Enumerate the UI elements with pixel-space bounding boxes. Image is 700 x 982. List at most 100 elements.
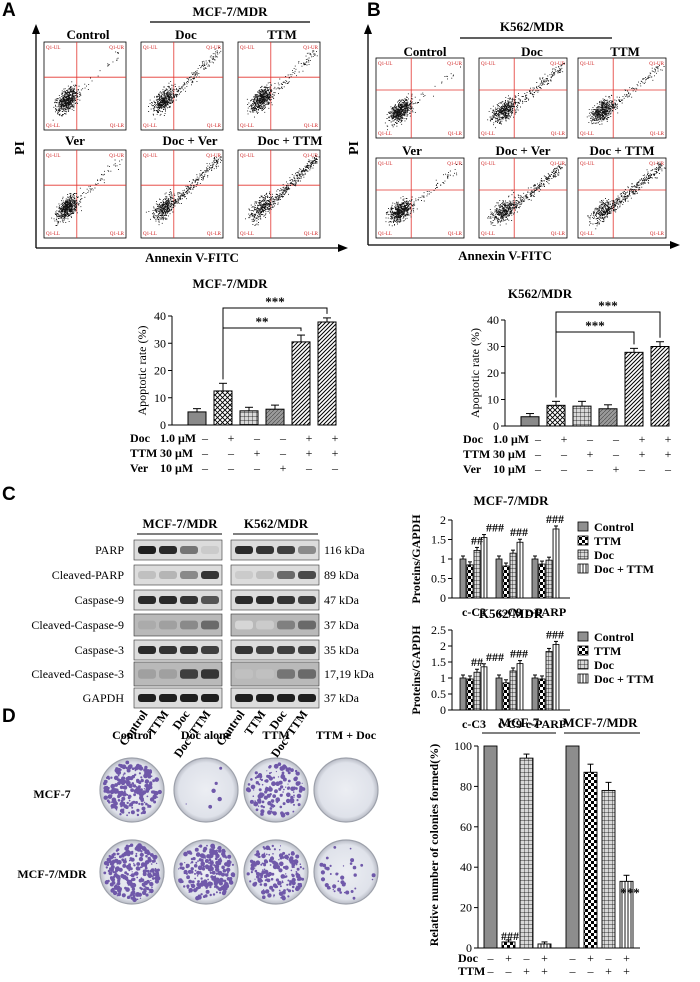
- protein-label: Cleaved-PARP: [52, 568, 125, 582]
- y-tick-label: 60: [460, 820, 472, 834]
- bar: [483, 745, 498, 949]
- blot-band: [180, 546, 198, 554]
- treatment-mark: +: [306, 446, 313, 460]
- blot-band: [159, 646, 177, 654]
- bar: [239, 410, 259, 426]
- scatter-plot: Q1-UL Q1-UR Q1-LL Q1-LR: [478, 157, 568, 239]
- blot-strip: [230, 687, 320, 709]
- blot-band: [277, 669, 295, 679]
- treatment-mark: +: [639, 432, 646, 446]
- legend-label: Doc: [594, 658, 615, 672]
- bar: [552, 528, 560, 599]
- significance-bracket: [222, 307, 328, 380]
- protein-label: PARP: [95, 543, 124, 557]
- y-tick-label: 40: [154, 309, 166, 323]
- flow-x-label: Annexin V-FITC: [145, 250, 239, 265]
- blot-band: [277, 646, 295, 654]
- plot-frame: [577, 57, 667, 139]
- treatment-mark: –: [227, 446, 235, 460]
- flow-cond-doc-ver: Doc + Ver: [495, 143, 550, 158]
- treatment-name: TTM: [458, 964, 485, 977]
- petri-dish: [173, 757, 239, 823]
- row-label: MCF-7: [33, 787, 70, 801]
- y-tick-label: 10: [154, 391, 166, 405]
- significance-bracket: [555, 331, 635, 398]
- protein-label: GAPDH: [83, 691, 125, 705]
- y-axis-label: Apoptotic rate (%): [468, 328, 482, 418]
- treatment-mark: +: [665, 432, 672, 446]
- treatment-conc: 10 μM: [160, 461, 193, 475]
- bar: [538, 678, 546, 711]
- blot-band: [235, 596, 253, 604]
- cell-events: [52, 51, 119, 121]
- petri-dish: [313, 757, 379, 823]
- quadrant-label: Q1-UR: [550, 62, 565, 67]
- colony-dishes: Control Doc alone TTM TTM + Doc MCF-7 MCF-7/M…: [17, 728, 379, 905]
- blot-band: [277, 596, 295, 604]
- colony-chart: 0 20 40 60 80 100 Relative number of colonies …: [427, 715, 640, 978]
- flow-cond-doc-ttm: Doc + TTM: [590, 143, 655, 158]
- y-tick-label: 2.5: [431, 623, 446, 637]
- treatment-mark: –: [201, 431, 209, 445]
- flow-cond-doc: Doc: [521, 44, 543, 59]
- treatment-name: Doc: [463, 432, 484, 446]
- blot-band: [235, 669, 253, 679]
- category-label: c-C9: [498, 605, 522, 619]
- cell-events: [148, 47, 222, 120]
- colonies: [103, 760, 162, 817]
- significance-label: ***: [598, 298, 618, 313]
- kda-label: 47 kDa: [324, 593, 360, 607]
- blot-band: [138, 546, 156, 554]
- category-label: c-C3: [462, 605, 486, 619]
- quadrant-label: Q1-UL: [378, 62, 392, 67]
- blot-band: [180, 669, 198, 679]
- kda-label: 37 kDa: [324, 691, 360, 705]
- panel-letter-c: C: [2, 484, 16, 505]
- treatment-mark: –: [534, 447, 542, 461]
- cell-events: [385, 163, 463, 227]
- protein-chart-mcf7: MCF-7/MDR 0 0.5 1 1.5 2 Proteins/GAPDH c-C3 c-C9…: [409, 493, 654, 619]
- quadrant-label: Q1-LR: [551, 132, 566, 137]
- scatter-plot: Q1-UL Q1-UR Q1-LL Q1-LR: [375, 57, 465, 139]
- significance-label: ###: [510, 647, 528, 661]
- y-tick-label: 80: [460, 779, 472, 793]
- flow-cond-ver: Ver: [65, 133, 85, 148]
- kda-label: 37 kDa: [324, 618, 360, 632]
- legend-swatch: [577, 659, 589, 670]
- colonies: [319, 846, 376, 900]
- plot-frame: [577, 157, 667, 239]
- quadrant-label: Q1-UR: [206, 46, 221, 51]
- treatment-mark: –: [534, 462, 542, 476]
- y-tick-label: 0: [493, 419, 499, 433]
- treatment-mark: –: [560, 447, 568, 461]
- treatment-mark: +: [523, 964, 530, 977]
- treatment-mark: –: [612, 447, 620, 461]
- significance-label: ###: [501, 929, 519, 943]
- quadrant-label: Q1-UR: [109, 154, 124, 159]
- column-label: TTM: [262, 728, 289, 742]
- chart-title: MCF-7/MDR: [192, 276, 268, 291]
- legend-label: Control: [594, 520, 634, 534]
- legend-swatch: [577, 645, 589, 656]
- blot-band: [298, 669, 316, 679]
- row-label: MCF-7/MDR: [17, 867, 87, 881]
- plot-frame: [237, 149, 321, 239]
- bar: [650, 346, 670, 427]
- quadrant-label: Q1-LL: [46, 232, 60, 237]
- y-tick-label: 0.5: [431, 572, 446, 586]
- column-label: TTM + Doc: [316, 728, 377, 742]
- blot-band: [201, 669, 219, 679]
- plot-frame: [140, 149, 224, 239]
- bar: [502, 682, 510, 711]
- panel-letter-a: A: [2, 0, 16, 21]
- blot-strip: [133, 687, 223, 709]
- flow-cytometry-k562: K562/MDR PI Annexin V-FITC Control Doc T…: [347, 19, 680, 263]
- bar: [545, 651, 553, 711]
- panel-letter-d: D: [2, 706, 16, 727]
- scatter-plot: Q1-UL Q1-UR Q1-LL Q1-LR: [140, 41, 224, 131]
- quadrant-label: Q1-LL: [481, 132, 495, 137]
- treatment-name: Doc: [458, 951, 479, 965]
- quadrant-label: Q1-LL: [580, 232, 594, 237]
- protein-chart-k562: K562/MDR 0 0.5 1 1.5 2 2.5 Proteins/GAPDH c-C3 c-…: [409, 606, 654, 731]
- bar: [537, 943, 552, 949]
